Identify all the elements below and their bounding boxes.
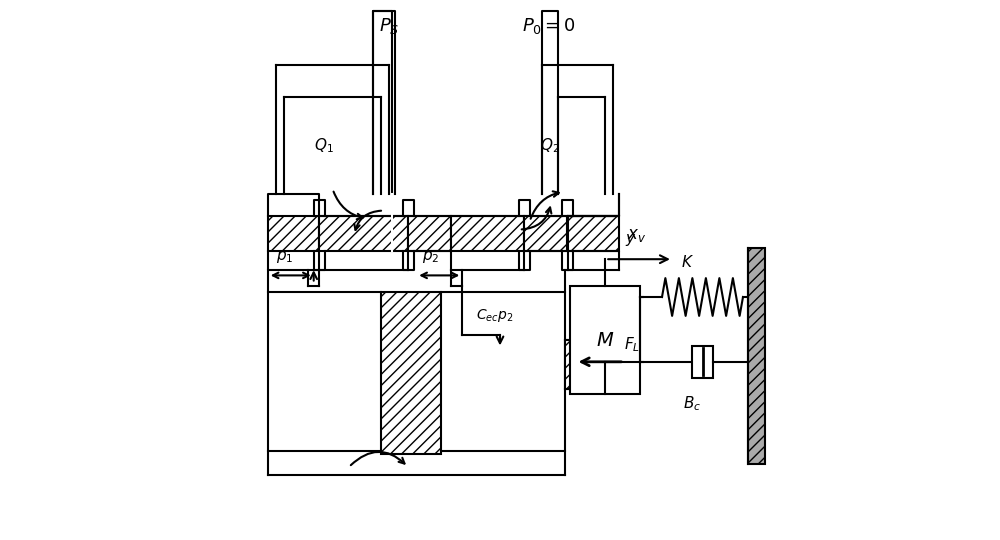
Text: $p_2$: $p_2$ [422, 248, 439, 265]
Bar [524, 216, 567, 251]
Bar [268, 216, 319, 251]
Text: $B_c$: $B_c$ [683, 394, 701, 413]
Bar [565, 340, 586, 389]
Bar [319, 216, 408, 251]
Text: M: M [597, 330, 614, 350]
Text: $C_{ec}p_2$: $C_{ec}p_2$ [476, 307, 513, 325]
Text: $x_v$: $x_v$ [627, 226, 646, 244]
Text: K: K [681, 255, 691, 270]
Text: $P_0=0$: $P_0=0$ [522, 16, 575, 36]
Text: $Q_2$: $Q_2$ [540, 137, 560, 155]
Text: $Q_1$: $Q_1$ [314, 137, 333, 155]
Bar [381, 292, 441, 454]
Bar [748, 248, 765, 464]
Text: $F_L$: $F_L$ [624, 335, 640, 354]
Text: y: y [625, 231, 634, 246]
Bar [568, 216, 619, 251]
Bar [451, 216, 524, 251]
Bar [692, 346, 713, 378]
Text: $p_1$: $p_1$ [276, 248, 293, 265]
Bar [570, 286, 640, 394]
Bar [408, 216, 451, 251]
Text: $P_S$: $P_S$ [379, 16, 400, 36]
